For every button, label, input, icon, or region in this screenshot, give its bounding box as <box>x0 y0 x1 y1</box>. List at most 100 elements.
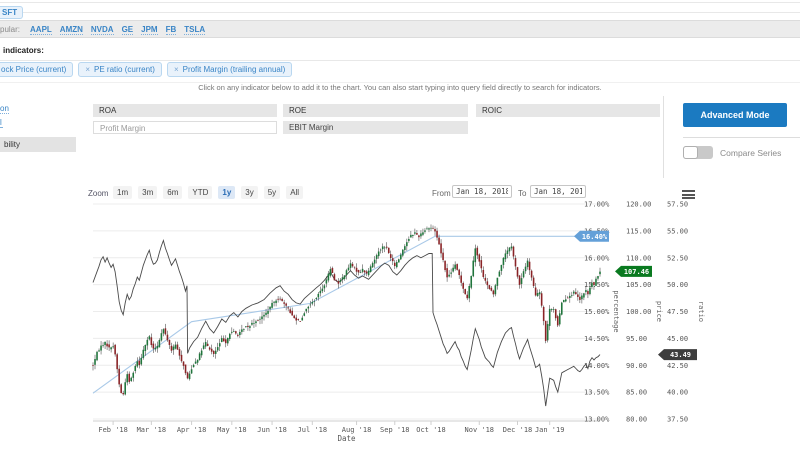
svg-text:price: price <box>655 301 663 322</box>
svg-text:120.00: 120.00 <box>626 201 651 209</box>
svg-text:Nov '18: Nov '18 <box>465 426 495 434</box>
indicator-column: ROIC <box>476 104 660 117</box>
svg-text:43.49: 43.49 <box>670 351 691 359</box>
tags-divider <box>0 82 800 83</box>
column-header-roe: ROE <box>283 104 468 117</box>
range-button-5y[interactable]: 5y <box>263 186 281 199</box>
indicators-divider <box>0 60 800 61</box>
svg-text:115.00: 115.00 <box>626 227 651 235</box>
to-label: To <box>518 189 527 198</box>
popular-label: pular: <box>0 24 21 34</box>
svg-text:Dec '18: Dec '18 <box>503 426 533 434</box>
compare-series-toggle[interactable] <box>683 146 713 159</box>
svg-text:16.40%: 16.40% <box>582 233 608 241</box>
sidebar-category-selected[interactable]: bility <box>0 137 76 152</box>
popular-ticker-nvda[interactable]: NVDA <box>90 24 114 35</box>
instruction-text: Click on any indicator below to add it t… <box>198 83 602 92</box>
svg-text:90.00: 90.00 <box>626 362 647 370</box>
to-date-input[interactable] <box>530 185 586 198</box>
remove-tag-icon[interactable]: × <box>85 65 91 74</box>
range-button-all[interactable]: All <box>286 186 304 199</box>
selected-indicator-tags: ock Price (current) × PE ratio (current) × P… <box>0 62 293 77</box>
advanced-mode-button[interactable]: Advanced Mode <box>683 103 787 127</box>
from-date-input[interactable] <box>452 185 512 198</box>
svg-text:Jul '18: Jul '18 <box>298 426 328 434</box>
chart-menu-icon[interactable] <box>682 190 695 200</box>
popular-ticker-fb[interactable]: FB <box>165 24 177 35</box>
svg-text:57.50: 57.50 <box>667 201 688 209</box>
indicator-tag-label: PE ratio (current) <box>94 65 155 74</box>
svg-text:Apr '18: Apr '18 <box>177 426 207 434</box>
header-divider <box>0 12 800 13</box>
popular-bar: pular: AAPL AMZN NVDA GE JPM FB TSLA <box>0 20 800 38</box>
svg-text:Mar '18: Mar '18 <box>137 426 167 434</box>
popular-ticker-links: AAPL AMZN NVDA GE JPM FB TSLA <box>30 24 213 35</box>
sidebar-category-link[interactable]: l <box>0 118 2 128</box>
panel-divider-horizontal <box>683 137 800 138</box>
popular-ticker-ge[interactable]: GE <box>121 24 134 35</box>
top-divider <box>0 2 800 3</box>
range-button-3y[interactable]: 3y <box>241 186 258 199</box>
ticker-tag[interactable]: SFT <box>0 6 24 19</box>
popular-ticker-jpm[interactable]: JPM <box>141 24 158 35</box>
range-button-1m[interactable]: 1m <box>113 186 133 199</box>
svg-text:15.50%: 15.50% <box>584 281 610 289</box>
sidebar-category-link[interactable]: on <box>0 104 9 114</box>
range-button-3m[interactable]: 3m <box>138 186 158 199</box>
svg-text:Oct '18: Oct '18 <box>416 426 446 434</box>
panel-divider-vertical <box>663 96 664 178</box>
indicator-tag[interactable]: × PE ratio (current) <box>78 62 162 77</box>
svg-text:Sep '18: Sep '18 <box>380 426 410 434</box>
range-button-ytd[interactable]: YTD <box>188 186 213 199</box>
indicator-column: ROA Profit Margin <box>93 104 277 134</box>
svg-text:47.50: 47.50 <box>667 308 688 316</box>
range-buttons: 1m 3m 6m YTD 1y 3y 5y All <box>113 186 304 199</box>
svg-text:50.00: 50.00 <box>667 281 688 289</box>
indicator-item[interactable]: Profit Margin <box>93 121 277 134</box>
svg-text:80.00: 80.00 <box>626 416 647 424</box>
range-button-6m[interactable]: 6m <box>163 186 183 199</box>
indicator-item[interactable]: EBIT Margin <box>283 121 468 134</box>
popular-ticker-aapl[interactable]: AAPL <box>30 24 52 35</box>
svg-text:Feb '18: Feb '18 <box>98 426 128 434</box>
svg-text:Jun '18: Jun '18 <box>257 426 287 434</box>
indicator-tag[interactable]: ock Price (current) <box>0 62 74 77</box>
column-header-roa: ROA <box>93 104 277 117</box>
svg-text:40.00: 40.00 <box>667 389 688 397</box>
svg-text:45.00: 45.00 <box>667 335 688 343</box>
svg-text:Date: Date <box>337 434 356 443</box>
svg-text:14.50%: 14.50% <box>584 335 610 343</box>
svg-text:16.00%: 16.00% <box>584 254 610 262</box>
svg-text:ratio: ratio <box>697 301 705 322</box>
svg-text:May '18: May '18 <box>217 426 247 434</box>
popular-ticker-tsla[interactable]: TSLA <box>184 24 206 35</box>
svg-text:85.00: 85.00 <box>626 389 647 397</box>
svg-text:13.50%: 13.50% <box>584 389 610 397</box>
column-header-roic: ROIC <box>476 104 660 117</box>
svg-text:105.00: 105.00 <box>626 281 651 289</box>
range-button-1y[interactable]: 1y <box>218 186 236 199</box>
svg-text:13.00%: 13.00% <box>584 416 610 424</box>
indicator-column: ROE EBIT Margin <box>283 104 468 134</box>
svg-text:14.00%: 14.00% <box>584 362 610 370</box>
svg-text:100.00: 100.00 <box>626 308 651 316</box>
svg-text:Aug '18: Aug '18 <box>342 426 372 434</box>
popular-ticker-amzn[interactable]: AMZN <box>59 24 83 35</box>
indicator-tag[interactable]: × Profit Margin (trailing annual) <box>166 62 293 77</box>
svg-text:55.00: 55.00 <box>667 227 688 235</box>
svg-text:37.50: 37.50 <box>667 416 688 424</box>
indicator-tag-label: Profit Margin (trailing annual) <box>182 65 286 74</box>
indicators-label: indicators: <box>3 46 44 55</box>
svg-text:95.00: 95.00 <box>626 335 647 343</box>
svg-text:42.50: 42.50 <box>667 362 688 370</box>
compare-series-label: Compare Series <box>720 148 782 158</box>
indicator-tag-label: ock Price (current) <box>1 65 67 74</box>
remove-tag-icon[interactable]: × <box>173 65 179 74</box>
toggle-knob <box>683 146 698 159</box>
svg-text:52.50: 52.50 <box>667 254 688 262</box>
svg-text:17.00%: 17.00% <box>584 201 610 209</box>
svg-text:110.00: 110.00 <box>626 254 651 262</box>
from-label: From <box>432 189 451 198</box>
